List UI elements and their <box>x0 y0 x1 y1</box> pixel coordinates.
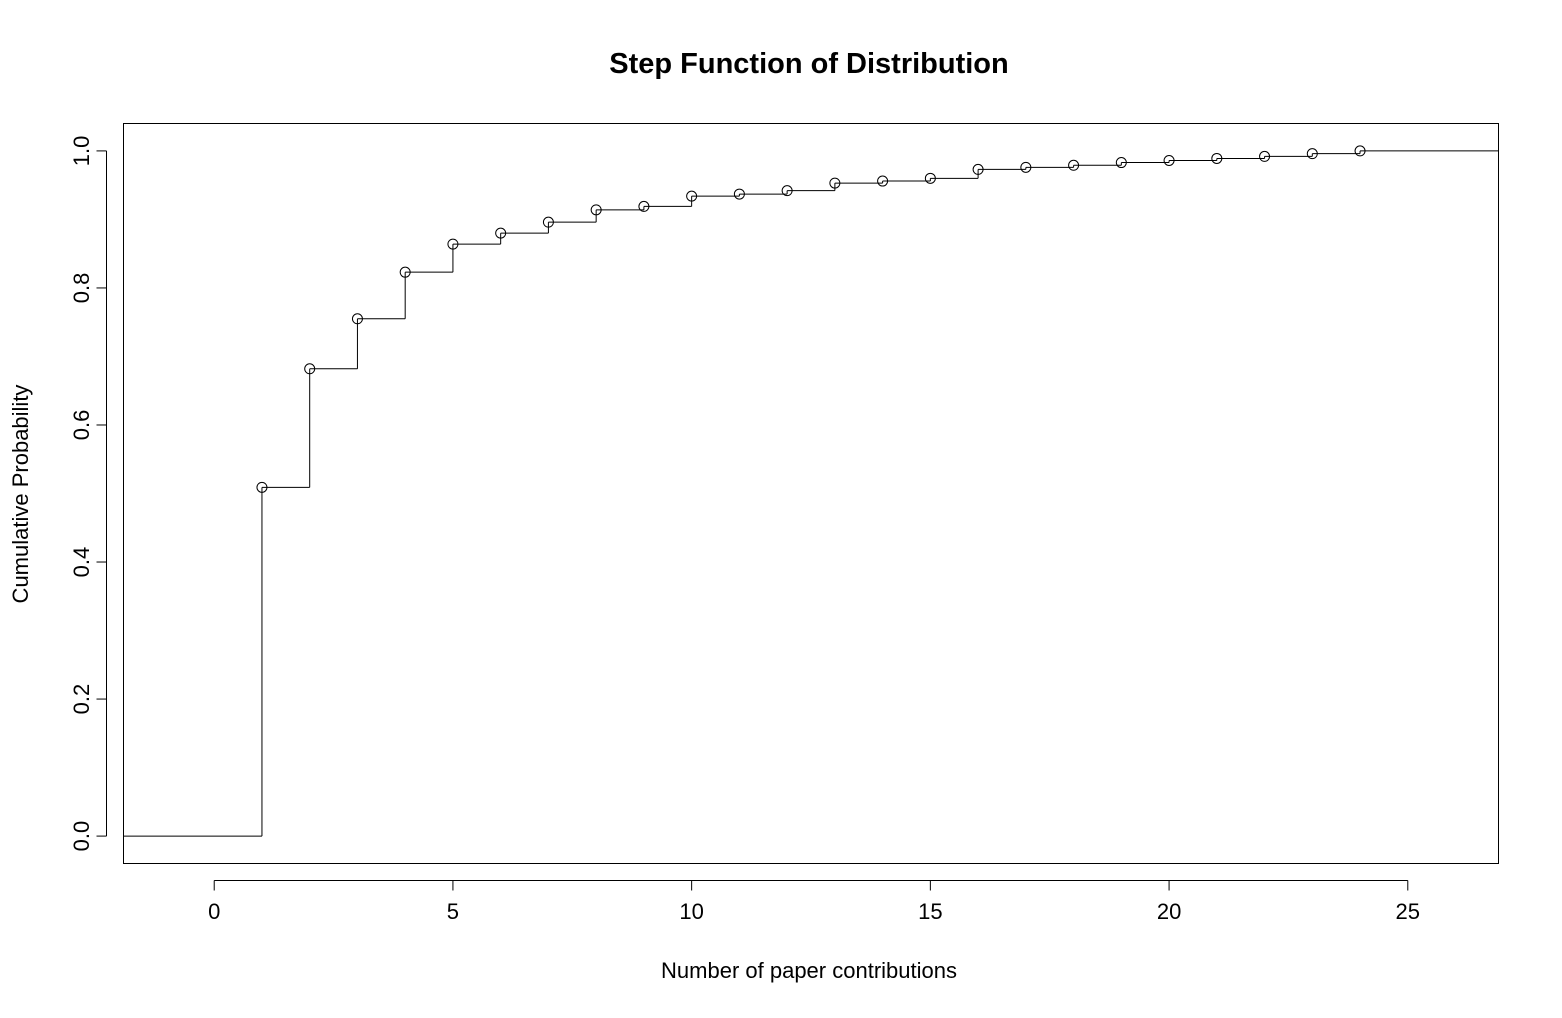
data-point <box>399 266 411 278</box>
data-point <box>304 363 316 375</box>
y-tick-label: 0.0 <box>69 821 94 852</box>
data-point <box>495 227 507 239</box>
x-tick-label: 10 <box>679 899 703 924</box>
data-points <box>256 145 1366 493</box>
data-point <box>590 204 602 216</box>
y-tick-label: 0.4 <box>69 547 94 578</box>
x-tick-label: 0 <box>208 899 220 924</box>
data-point <box>1115 157 1127 169</box>
plot-frame <box>123 123 1499 864</box>
x-tick-label: 5 <box>447 899 459 924</box>
data-point <box>1163 155 1175 166</box>
data-point <box>686 190 698 202</box>
y-axis: 0.0 0.2 0.4 0.6 0.8 1.0 <box>69 136 107 852</box>
x-tick-label: 20 <box>1157 899 1181 924</box>
y-tick-label: 0.2 <box>69 684 94 715</box>
data-point <box>542 216 554 228</box>
data-point <box>1306 148 1318 160</box>
data-point <box>638 200 650 212</box>
data-point <box>351 313 363 325</box>
x-axis: 0 5 10 15 20 25 <box>208 880 1420 924</box>
data-point <box>1068 159 1080 171</box>
chart-title: Step Function of Distribution <box>609 48 1009 80</box>
data-point <box>781 185 793 197</box>
y-tick-label: 0.8 <box>69 273 94 304</box>
y-axis-label: Cumulative Probability <box>8 385 33 604</box>
data-point <box>733 188 745 200</box>
step-series <box>123 150 1499 837</box>
x-tick-label: 25 <box>1396 899 1420 924</box>
data-point <box>877 175 889 187</box>
data-point <box>972 163 984 175</box>
data-point <box>1211 152 1223 164</box>
data-point <box>1020 161 1032 173</box>
data-point <box>829 177 841 189</box>
data-point <box>256 481 268 493</box>
y-tick-label: 1.0 <box>69 136 94 167</box>
data-point <box>924 172 936 184</box>
data-point <box>447 238 459 250</box>
data-point <box>1354 145 1366 157</box>
data-point <box>1259 150 1271 162</box>
x-axis-label: Number of paper contributions <box>661 958 957 983</box>
x-tick-label: 15 <box>918 899 942 924</box>
y-tick-label: 0.6 <box>69 410 94 441</box>
